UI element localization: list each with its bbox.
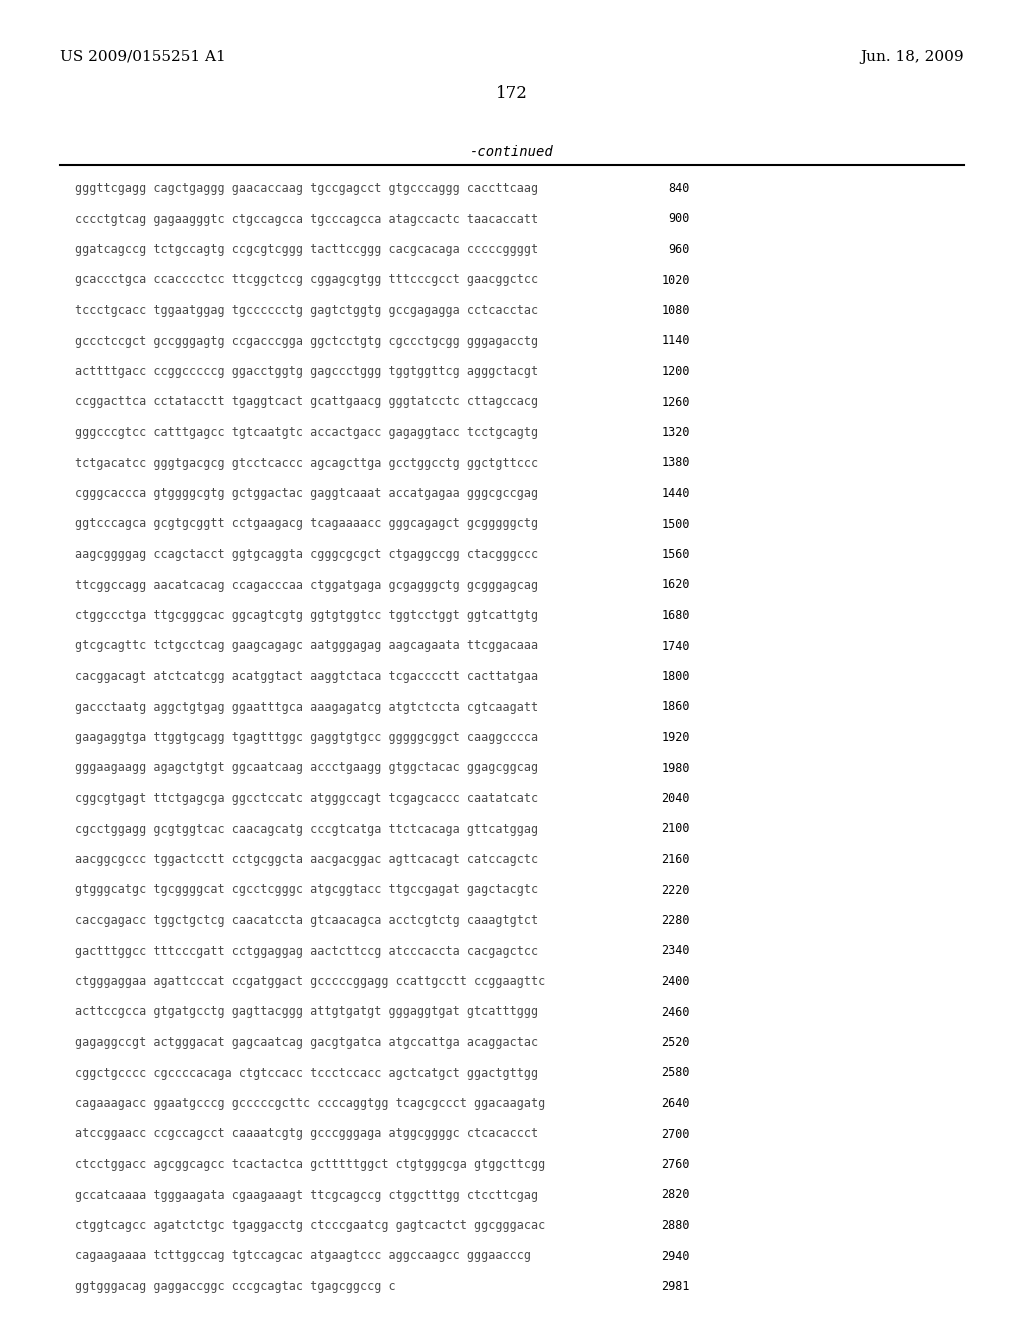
Text: US 2009/0155251 A1: US 2009/0155251 A1 bbox=[60, 50, 225, 63]
Text: 1140: 1140 bbox=[662, 334, 690, 347]
Text: ctcctggacc agcggcagcc tcactactca gctttttggct ctgtgggcga gtggcttcgg: ctcctggacc agcggcagcc tcactactca gcttttt… bbox=[75, 1158, 545, 1171]
Text: gccatcaaaa tgggaagata cgaagaaagt ttcgcagccg ctggctttgg ctccttcgag: gccatcaaaa tgggaagata cgaagaaagt ttcgcag… bbox=[75, 1188, 539, 1201]
Text: 2040: 2040 bbox=[662, 792, 690, 805]
Text: 2981: 2981 bbox=[662, 1280, 690, 1294]
Text: gagaggccgt actgggacat gagcaatcag gacgtgatca atgccattga acaggactac: gagaggccgt actgggacat gagcaatcag gacgtga… bbox=[75, 1036, 539, 1049]
Text: gaccctaatg aggctgtgag ggaatttgca aaagagatcg atgtctccta cgtcaagatt: gaccctaatg aggctgtgag ggaatttgca aaagaga… bbox=[75, 701, 539, 714]
Text: 1500: 1500 bbox=[662, 517, 690, 531]
Text: gaagaggtga ttggtgcagg tgagtttggc gaggtgtgcc gggggcggct caaggcccca: gaagaggtga ttggtgcagg tgagtttggc gaggtgt… bbox=[75, 731, 539, 744]
Text: 1320: 1320 bbox=[662, 426, 690, 440]
Text: 2220: 2220 bbox=[662, 883, 690, 896]
Text: gcaccctgca ccacccctcc ttcggctccg cggagcgtgg tttcccgcct gaacggctcc: gcaccctgca ccacccctcc ttcggctccg cggagcg… bbox=[75, 273, 539, 286]
Text: 1200: 1200 bbox=[662, 366, 690, 378]
Text: 1080: 1080 bbox=[662, 304, 690, 317]
Text: ctggccctga ttgcgggcac ggcagtcgtg ggtgtggtcc tggtcctggt ggtcattgtg: ctggccctga ttgcgggcac ggcagtcgtg ggtgtgg… bbox=[75, 609, 539, 622]
Text: gactttggcc tttcccgatt cctggaggag aactcttccg atcccaccta cacgagctcc: gactttggcc tttcccgatt cctggaggag aactctt… bbox=[75, 945, 539, 957]
Text: ggtgggacag gaggaccggc cccgcagtac tgagcggccg c: ggtgggacag gaggaccggc cccgcagtac tgagcgg… bbox=[75, 1280, 395, 1294]
Text: 2820: 2820 bbox=[662, 1188, 690, 1201]
Text: ggatcagccg tctgccagtg ccgcgtcggg tacttccggg cacgcacaga cccccggggt: ggatcagccg tctgccagtg ccgcgtcggg tacttcc… bbox=[75, 243, 539, 256]
Text: cagaagaaaa tcttggccag tgtccagcac atgaagtccc aggccaagcc gggaacccg: cagaagaaaa tcttggccag tgtccagcac atgaagt… bbox=[75, 1250, 531, 1262]
Text: tccctgcacc tggaatggag tgcccccctg gagtctggtg gccgagagga cctcacctac: tccctgcacc tggaatggag tgcccccctg gagtctg… bbox=[75, 304, 539, 317]
Text: ggtcccagca gcgtgcggtt cctgaagacg tcagaaaacc gggcagagct gcgggggctg: ggtcccagca gcgtgcggtt cctgaagacg tcagaaa… bbox=[75, 517, 539, 531]
Text: 1920: 1920 bbox=[662, 731, 690, 744]
Text: 2640: 2640 bbox=[662, 1097, 690, 1110]
Text: atccggaacc ccgccagcct caaaatcgtg gcccgggaga atggcggggc ctcacaccct: atccggaacc ccgccagcct caaaatcgtg gcccggg… bbox=[75, 1127, 539, 1140]
Text: cacggacagt atctcatcgg acatggtact aaggtctaca tcgacccctt cacttatgaa: cacggacagt atctcatcgg acatggtact aaggtct… bbox=[75, 671, 539, 682]
Text: 1440: 1440 bbox=[662, 487, 690, 500]
Text: acttccgcca gtgatgcctg gagttacggg attgtgatgt gggaggtgat gtcatttggg: acttccgcca gtgatgcctg gagttacggg attgtga… bbox=[75, 1006, 539, 1019]
Text: 1740: 1740 bbox=[662, 639, 690, 652]
Text: 1260: 1260 bbox=[662, 396, 690, 408]
Text: gggaagaagg agagctgtgt ggcaatcaag accctgaagg gtggctacac ggagcggcag: gggaagaagg agagctgtgt ggcaatcaag accctga… bbox=[75, 762, 539, 775]
Text: 2940: 2940 bbox=[662, 1250, 690, 1262]
Text: 2160: 2160 bbox=[662, 853, 690, 866]
Text: 2280: 2280 bbox=[662, 913, 690, 927]
Text: 172: 172 bbox=[496, 84, 528, 102]
Text: 2580: 2580 bbox=[662, 1067, 690, 1080]
Text: cgcctggagg gcgtggtcac caacagcatg cccgtcatga ttctcacaga gttcatggag: cgcctggagg gcgtggtcac caacagcatg cccgtca… bbox=[75, 822, 539, 836]
Text: -continued: -continued bbox=[470, 145, 554, 158]
Text: gtcgcagttc tctgcctcag gaagcagagc aatgggagag aagcagaata ttcggacaaa: gtcgcagttc tctgcctcag gaagcagagc aatggga… bbox=[75, 639, 539, 652]
Text: cccctgtcag gagaagggtc ctgccagcca tgcccagcca atagccactc taacaccatt: cccctgtcag gagaagggtc ctgccagcca tgcccag… bbox=[75, 213, 539, 226]
Text: cggcgtgagt ttctgagcga ggcctccatc atgggccagt tcgagcaccc caatatcatc: cggcgtgagt ttctgagcga ggcctccatc atgggcc… bbox=[75, 792, 539, 805]
Text: 2460: 2460 bbox=[662, 1006, 690, 1019]
Text: aacggcgccc tggactcctt cctgcggcta aacgacggac agttcacagt catccagctc: aacggcgccc tggactcctt cctgcggcta aacgacg… bbox=[75, 853, 539, 866]
Text: 2340: 2340 bbox=[662, 945, 690, 957]
Text: 960: 960 bbox=[669, 243, 690, 256]
Text: gtgggcatgc tgcggggcat cgcctcgggc atgcggtacc ttgccgagat gagctacgtc: gtgggcatgc tgcggggcat cgcctcgggc atgcggt… bbox=[75, 883, 539, 896]
Text: Jun. 18, 2009: Jun. 18, 2009 bbox=[860, 50, 964, 63]
Text: gccctccgct gccgggagtg ccgacccgga ggctcctgtg cgccctgcgg gggagacctg: gccctccgct gccgggagtg ccgacccgga ggctcct… bbox=[75, 334, 539, 347]
Text: 1560: 1560 bbox=[662, 548, 690, 561]
Text: acttttgacc ccggcccccg ggacctggtg gagccctggg tggtggttcg agggctacgt: acttttgacc ccggcccccg ggacctggtg gagccct… bbox=[75, 366, 539, 378]
Text: 840: 840 bbox=[669, 182, 690, 195]
Text: aagcggggag ccagctacct ggtgcaggta cgggcgcgct ctgaggccgg ctacgggccc: aagcggggag ccagctacct ggtgcaggta cgggcgc… bbox=[75, 548, 539, 561]
Text: tctgacatcc gggtgacgcg gtcctcaccc agcagcttga gcctggcctg ggctgttccc: tctgacatcc gggtgacgcg gtcctcaccc agcagct… bbox=[75, 457, 539, 470]
Text: ctggtcagcc agatctctgc tgaggacctg ctcccgaatcg gagtcactct ggcgggacac: ctggtcagcc agatctctgc tgaggacctg ctcccga… bbox=[75, 1218, 545, 1232]
Text: 1680: 1680 bbox=[662, 609, 690, 622]
Text: 2880: 2880 bbox=[662, 1218, 690, 1232]
Text: 900: 900 bbox=[669, 213, 690, 226]
Text: cggctgcccc cgccccacaga ctgtccacc tccctccacc agctcatgct ggactgttgg: cggctgcccc cgccccacaga ctgtccacc tccctcc… bbox=[75, 1067, 539, 1080]
Text: 2400: 2400 bbox=[662, 975, 690, 987]
Text: 1980: 1980 bbox=[662, 762, 690, 775]
Text: 1800: 1800 bbox=[662, 671, 690, 682]
Text: ctgggaggaa agattcccat ccgatggact gcccccggagg ccattgcctt ccggaagttc: ctgggaggaa agattcccat ccgatggact gcccccg… bbox=[75, 975, 545, 987]
Text: gggttcgagg cagctgaggg gaacaccaag tgccgagcct gtgcccaggg caccttcaag: gggttcgagg cagctgaggg gaacaccaag tgccgag… bbox=[75, 182, 539, 195]
Text: 2760: 2760 bbox=[662, 1158, 690, 1171]
Text: gggcccgtcc catttgagcc tgtcaatgtc accactgacc gagaggtacc tcctgcagtg: gggcccgtcc catttgagcc tgtcaatgtc accactg… bbox=[75, 426, 539, 440]
Text: cagaaagacc ggaatgcccg gcccccgcttc ccccaggtgg tcagcgccct ggacaagatg: cagaaagacc ggaatgcccg gcccccgcttc ccccag… bbox=[75, 1097, 545, 1110]
Text: cgggcaccca gtggggcgtg gctggactac gaggtcaaat accatgagaa gggcgccgag: cgggcaccca gtggggcgtg gctggactac gaggtca… bbox=[75, 487, 539, 500]
Text: 1620: 1620 bbox=[662, 578, 690, 591]
Text: 2520: 2520 bbox=[662, 1036, 690, 1049]
Text: 1020: 1020 bbox=[662, 273, 690, 286]
Text: ccggacttca cctatacctt tgaggtcact gcattgaacg gggtatcctc cttagccacg: ccggacttca cctatacctt tgaggtcact gcattga… bbox=[75, 396, 539, 408]
Text: caccgagacc tggctgctcg caacatccta gtcaacagca acctcgtctg caaagtgtct: caccgagacc tggctgctcg caacatccta gtcaaca… bbox=[75, 913, 539, 927]
Text: 2100: 2100 bbox=[662, 822, 690, 836]
Text: 2700: 2700 bbox=[662, 1127, 690, 1140]
Text: ttcggccagg aacatcacag ccagacccaa ctggatgaga gcgagggctg gcgggagcag: ttcggccagg aacatcacag ccagacccaa ctggatg… bbox=[75, 578, 539, 591]
Text: 1860: 1860 bbox=[662, 701, 690, 714]
Text: 1380: 1380 bbox=[662, 457, 690, 470]
